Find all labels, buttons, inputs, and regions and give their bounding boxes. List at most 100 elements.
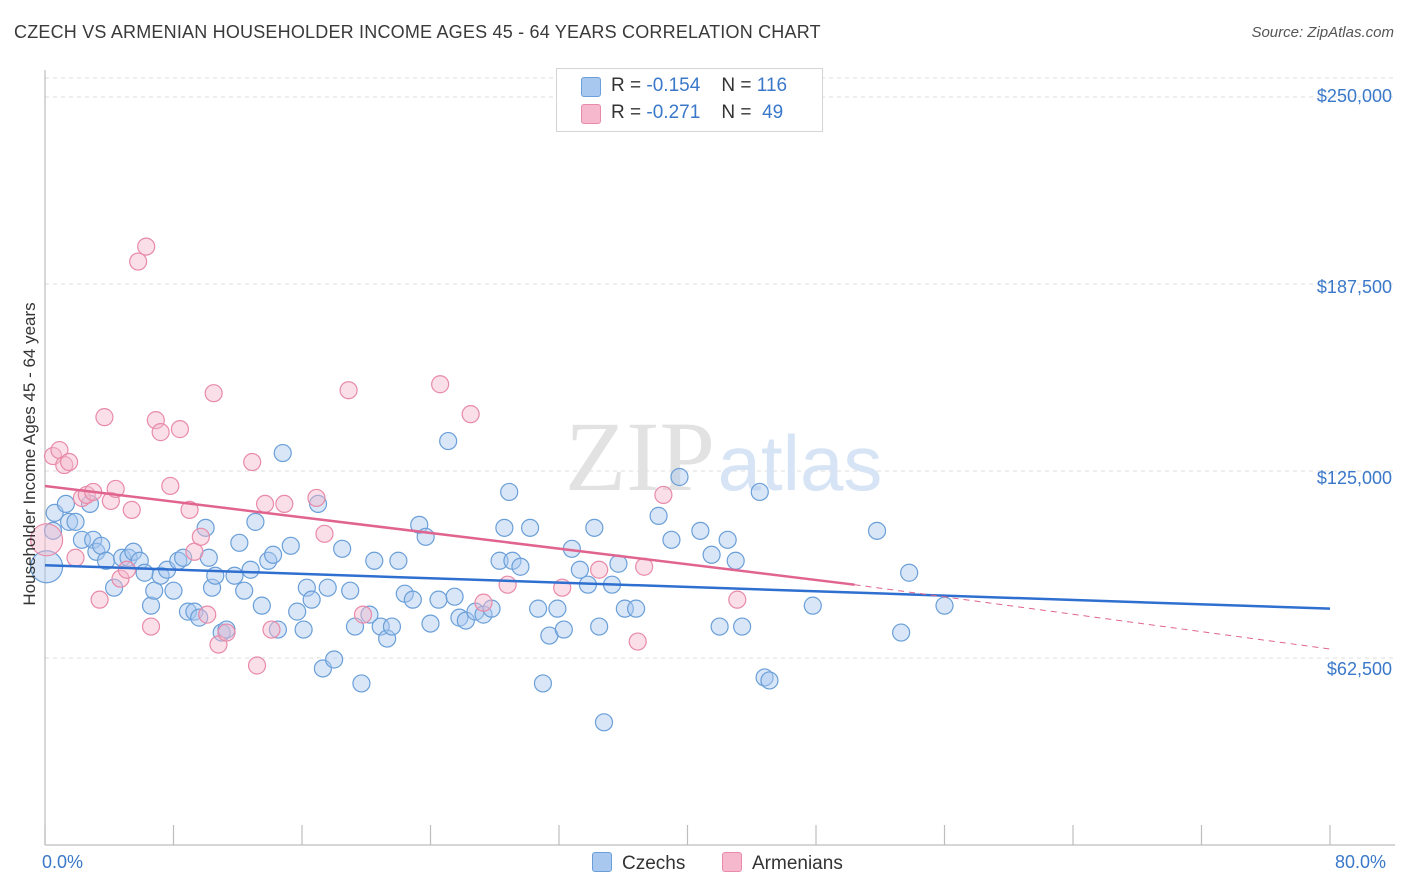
armenian-point [198, 605, 217, 624]
czech-point [164, 581, 183, 600]
czech-point [520, 518, 540, 537]
y-axis-label: Householder Income Ages 45 - 64 years [20, 302, 39, 606]
armenian-point [141, 617, 161, 636]
czech-point [263, 545, 283, 564]
armenian-point [55, 455, 74, 475]
czech-point [691, 521, 710, 540]
armenian-point [30, 523, 64, 557]
czech-point [649, 506, 668, 525]
czech-point [212, 623, 231, 642]
czech-point [760, 671, 779, 690]
armenian-point [590, 560, 609, 579]
czech-point [445, 587, 464, 606]
legend-r-value: -0.271 [646, 102, 701, 123]
armenian-point [217, 623, 236, 642]
watermark: ZIP atlas [565, 401, 882, 512]
czech-point [755, 668, 774, 687]
czech-point [259, 551, 278, 570]
armenian-point [111, 569, 130, 588]
czech-point [273, 443, 292, 463]
czech-point [803, 596, 822, 615]
czech-point [43, 521, 63, 540]
czech-point [429, 590, 448, 609]
czech-point [297, 578, 316, 597]
armenian-point [353, 605, 373, 624]
armenian-point [161, 476, 180, 496]
czech-point [548, 599, 567, 618]
czech-point [439, 431, 458, 451]
czech-point [59, 512, 79, 531]
czech-point [246, 512, 265, 531]
armenian-point [170, 420, 190, 439]
armenian-point [728, 590, 747, 609]
czech-point [202, 578, 222, 597]
czech-point [365, 551, 384, 570]
y-tick-label: $62,500 [1326, 659, 1392, 679]
armenian-point [122, 500, 141, 519]
czech-point [141, 596, 161, 615]
czech-point [662, 530, 681, 549]
armenian-trend-extension [854, 584, 1331, 650]
legend-n-label: N = [721, 102, 752, 123]
czech-point [382, 617, 402, 636]
armenian-swatch [581, 104, 601, 124]
source-label: Source: ZipAtlas.com [1251, 24, 1394, 41]
czech-point [554, 620, 573, 639]
czech-point [702, 545, 721, 564]
armenian-point [275, 494, 294, 514]
czech-point [288, 602, 307, 621]
czech-point [590, 617, 609, 636]
armenian-point [255, 494, 275, 514]
czech-point [718, 530, 737, 549]
czech-point [378, 629, 397, 648]
czech-point [341, 581, 360, 600]
armenian-point [146, 411, 165, 430]
czech-point [570, 560, 589, 579]
watermark-atlas: atlas [718, 419, 883, 507]
armenian-point [185, 542, 204, 561]
czech-point [935, 596, 954, 615]
czech-point [421, 614, 440, 633]
armenian-point [204, 384, 223, 403]
legend-r-label: R = [611, 102, 642, 123]
armenian-point [339, 381, 358, 400]
correlation-legend: R = -0.154 N = 116 R = -0.271 N = 49 [556, 68, 823, 132]
legend-n-label: N = [721, 75, 752, 96]
czech-point [325, 650, 344, 669]
czech-point [308, 494, 328, 514]
czech-point [594, 713, 614, 732]
legend-r-label: R = [611, 75, 642, 96]
czech-point [352, 674, 371, 693]
czech-point [230, 533, 249, 552]
legend-item-armenians: Armenians [722, 852, 843, 875]
czech-point [389, 551, 408, 570]
chart-title: CZECH VS ARMENIAN HOUSEHOLDER INCOME AGE… [14, 22, 821, 42]
czech-point [626, 599, 646, 618]
legend-n-value: 116 [756, 75, 788, 96]
armenian-point [474, 593, 493, 612]
czech-point [726, 551, 745, 570]
czech-point [511, 557, 530, 576]
czech-point [235, 581, 254, 600]
czech-trend-line [44, 563, 1331, 610]
czech-point [56, 494, 75, 514]
armenian-point [498, 575, 517, 594]
armenian-point [137, 237, 156, 256]
armenian-point [191, 527, 210, 546]
czech-point [495, 518, 514, 537]
czech-point [333, 539, 352, 558]
trend-lines [44, 484, 1331, 650]
armenian-trend-line [44, 484, 855, 586]
czech-point [66, 512, 85, 531]
czech-point [533, 674, 553, 693]
legend-r-value: -0.154 [646, 75, 701, 96]
czech-point [241, 560, 260, 579]
czech-point [104, 578, 124, 597]
armenian-legend-swatch [722, 852, 742, 872]
czech-point [124, 542, 143, 561]
x-tick-label-min: 0.0% [42, 852, 84, 872]
czech-point [225, 566, 244, 585]
armenian-point [431, 375, 450, 394]
czech-point [900, 563, 919, 582]
